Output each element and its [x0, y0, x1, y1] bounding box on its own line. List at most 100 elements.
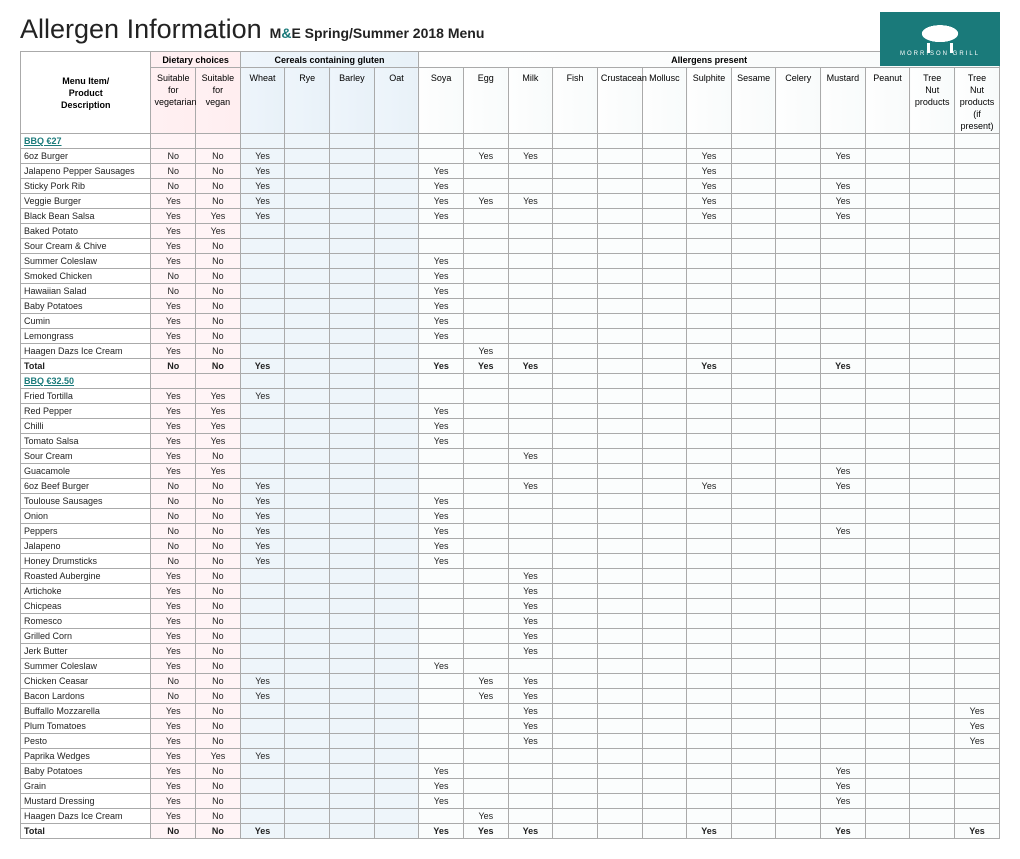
cell-oat [374, 479, 419, 494]
item-cell: Baby Potatoes [21, 764, 151, 779]
cell-veg: No [151, 689, 196, 704]
cell-bar [330, 299, 375, 314]
cell-tni [955, 149, 1000, 164]
cell-fsh [553, 809, 598, 824]
cell-oat [374, 749, 419, 764]
cell-pea [865, 659, 910, 674]
col-header-rye: Rye [285, 68, 330, 134]
cell-oat [374, 149, 419, 164]
cell-bar [330, 254, 375, 269]
cell-rye [285, 329, 330, 344]
cell-sul [687, 779, 732, 794]
cell-rye [285, 494, 330, 509]
cell-mus [821, 284, 866, 299]
table-row: Chicken CeasarNoNoYesYesYes [21, 674, 1000, 689]
table-row: Baby PotatoesYesNoYesYes [21, 764, 1000, 779]
cell-soy [419, 809, 464, 824]
cell-sul [687, 629, 732, 644]
item-cell: Jerk Butter [21, 644, 151, 659]
cell-bar [330, 779, 375, 794]
item-cell: Plum Tomatoes [21, 719, 151, 734]
cell-fsh [553, 329, 598, 344]
item-cell: Baked Potato [21, 224, 151, 239]
item-cell: Total [21, 824, 151, 839]
cell-mol [642, 539, 687, 554]
cell-ses [731, 704, 776, 719]
item-cell: Total [21, 359, 151, 374]
cell-wht [240, 329, 285, 344]
cell-egg [463, 269, 508, 284]
table-row: PestoYesNoYesYes [21, 734, 1000, 749]
cell-rye [285, 794, 330, 809]
cell-egg [463, 719, 508, 734]
cell-rye [285, 539, 330, 554]
cell-tni [955, 134, 1000, 149]
cell-wht [240, 569, 285, 584]
cell-mus [821, 719, 866, 734]
cell-cru [597, 479, 642, 494]
cell-sul [687, 284, 732, 299]
cell-tnp [910, 509, 955, 524]
cell-tnp [910, 689, 955, 704]
cell-sul [687, 689, 732, 704]
cell-ses [731, 314, 776, 329]
cell-tnp [910, 794, 955, 809]
cell-cel [776, 629, 821, 644]
cell-wht: Yes [240, 689, 285, 704]
cell-mlk [508, 389, 553, 404]
cell-soy [419, 674, 464, 689]
cell-mol [642, 464, 687, 479]
cell-veg: No [151, 509, 196, 524]
cell-mlk [508, 239, 553, 254]
cell-rye [285, 359, 330, 374]
cell-ses [731, 344, 776, 359]
cell-bar [330, 659, 375, 674]
cell-oat [374, 194, 419, 209]
cell-mlk: Yes [508, 824, 553, 839]
cell-veg: Yes [151, 449, 196, 464]
cell-soy: Yes [419, 554, 464, 569]
cell-bar [330, 209, 375, 224]
cell-cel [776, 224, 821, 239]
item-cell: BBQ €27 [21, 134, 151, 149]
cell-wht [240, 254, 285, 269]
cell-oat [374, 764, 419, 779]
cell-tnp [910, 179, 955, 194]
cell-sul [687, 719, 732, 734]
cell-ses [731, 569, 776, 584]
cell-soy [419, 749, 464, 764]
table-row: ChilliYesYesYes [21, 419, 1000, 434]
cell-egg [463, 239, 508, 254]
cell-veg: Yes [151, 239, 196, 254]
cell-sul [687, 464, 732, 479]
cell-tni [955, 524, 1000, 539]
cell-pea [865, 449, 910, 464]
cell-bar [330, 449, 375, 464]
cell-egg [463, 434, 508, 449]
cell-ses [731, 194, 776, 209]
cell-bar [330, 194, 375, 209]
cell-wht [240, 629, 285, 644]
cell-sul [687, 704, 732, 719]
cell-mlk: Yes [508, 734, 553, 749]
cell-ses [731, 749, 776, 764]
cell-cru [597, 689, 642, 704]
cell-veg: Yes [151, 404, 196, 419]
table-row: 6oz Beef BurgerNoNoYesYesYesYes [21, 479, 1000, 494]
cell-mlk [508, 434, 553, 449]
cell-oat [374, 239, 419, 254]
cell-cru [597, 464, 642, 479]
cell-sul [687, 659, 732, 674]
cell-sul [687, 314, 732, 329]
cell-fsh [553, 314, 598, 329]
cell-bar [330, 599, 375, 614]
cell-wht: Yes [240, 194, 285, 209]
cell-pea [865, 809, 910, 824]
cell-pea [865, 704, 910, 719]
cell-cru [597, 659, 642, 674]
cell-tni [955, 434, 1000, 449]
item-cell: Honey Drumsticks [21, 554, 151, 569]
cell-pea [865, 569, 910, 584]
cell-vgn: Yes [196, 209, 241, 224]
cell-fsh [553, 629, 598, 644]
